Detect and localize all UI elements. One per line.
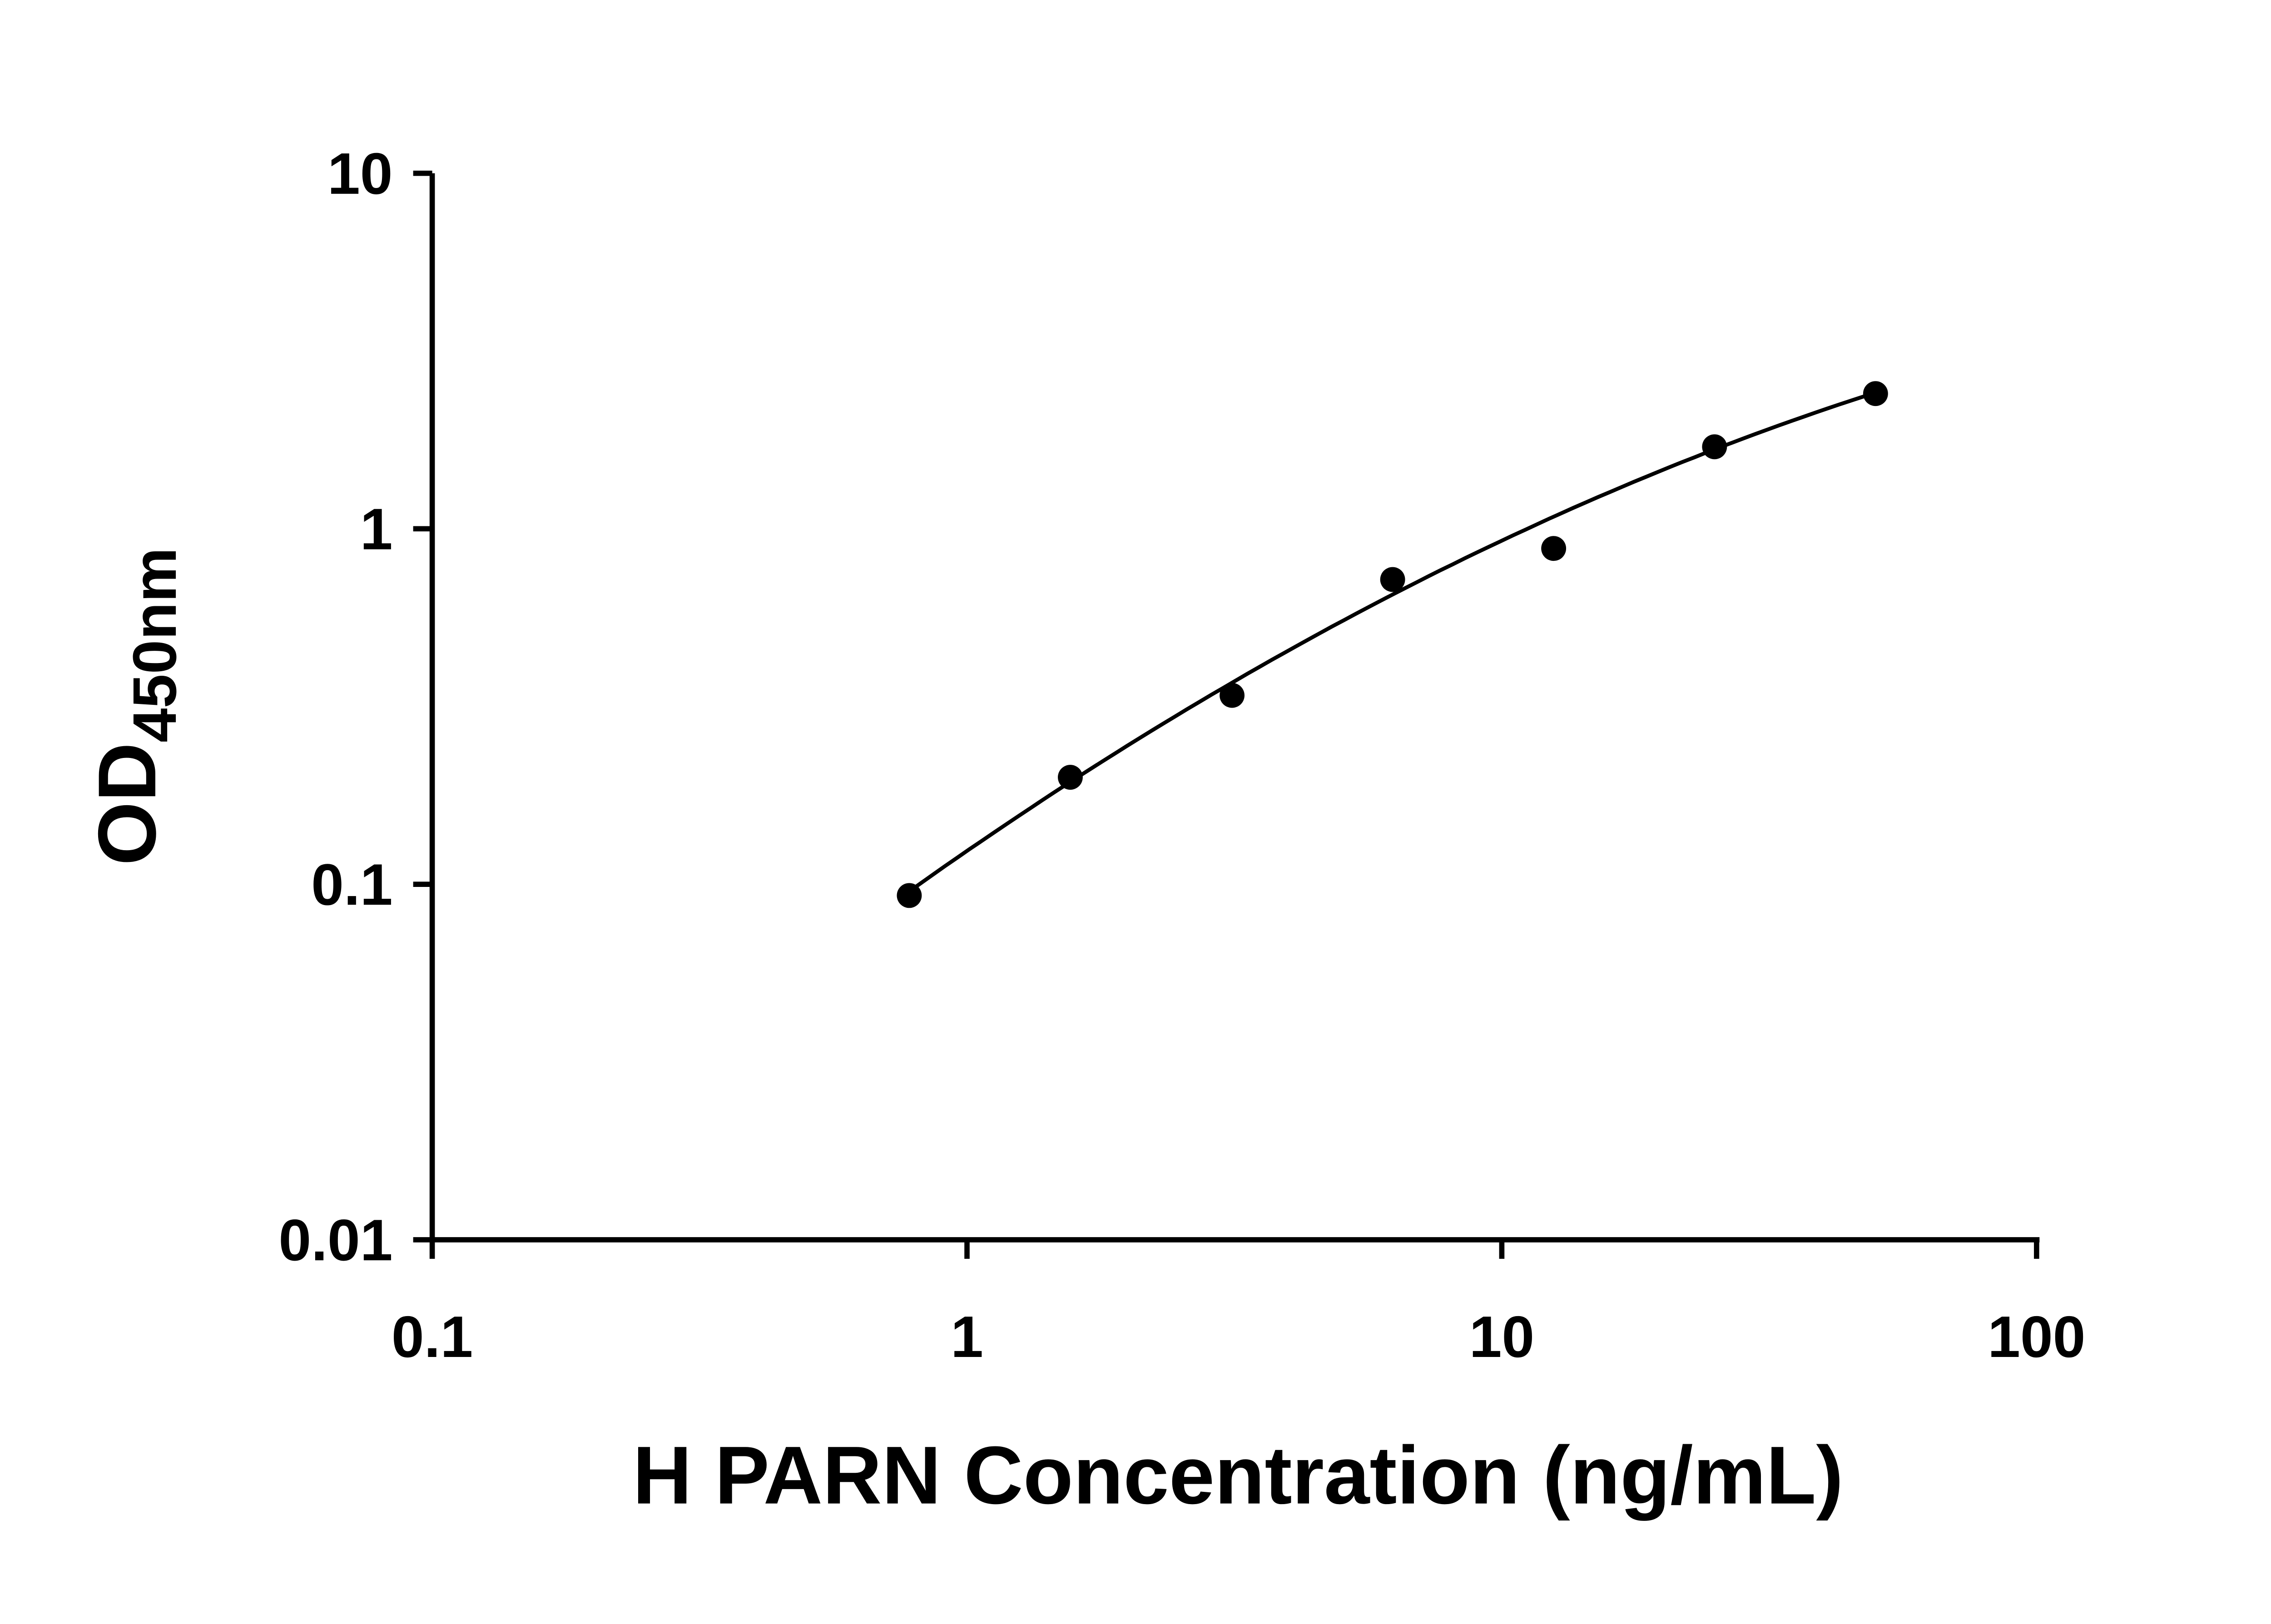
data-point xyxy=(897,883,922,908)
x-axis-title: H PARN Concentration (ng/mL) xyxy=(633,1430,1844,1521)
x-tick-label: 0.1 xyxy=(392,1304,473,1370)
y-tick-label: 0.1 xyxy=(311,852,392,917)
x-tick-label: 100 xyxy=(1988,1304,2085,1370)
y-axis-title-main: OD xyxy=(81,743,173,866)
y-tick-label: 10 xyxy=(327,141,393,207)
data-point xyxy=(1380,567,1405,592)
y-axis-title-subscript: 450nm xyxy=(120,548,189,743)
data-point xyxy=(1058,765,1083,790)
data-point xyxy=(1220,683,1245,708)
fit-curve xyxy=(908,391,1876,893)
y-tick-label: 0.01 xyxy=(278,1208,392,1273)
data-point xyxy=(1702,434,1727,460)
y-tick-label: 1 xyxy=(360,497,393,562)
data-point xyxy=(1863,381,1888,406)
data-point xyxy=(1541,536,1567,561)
y-axis-title: OD450nm xyxy=(81,548,189,866)
x-tick-label: 10 xyxy=(1469,1304,1535,1370)
x-tick-label: 1 xyxy=(951,1304,983,1370)
